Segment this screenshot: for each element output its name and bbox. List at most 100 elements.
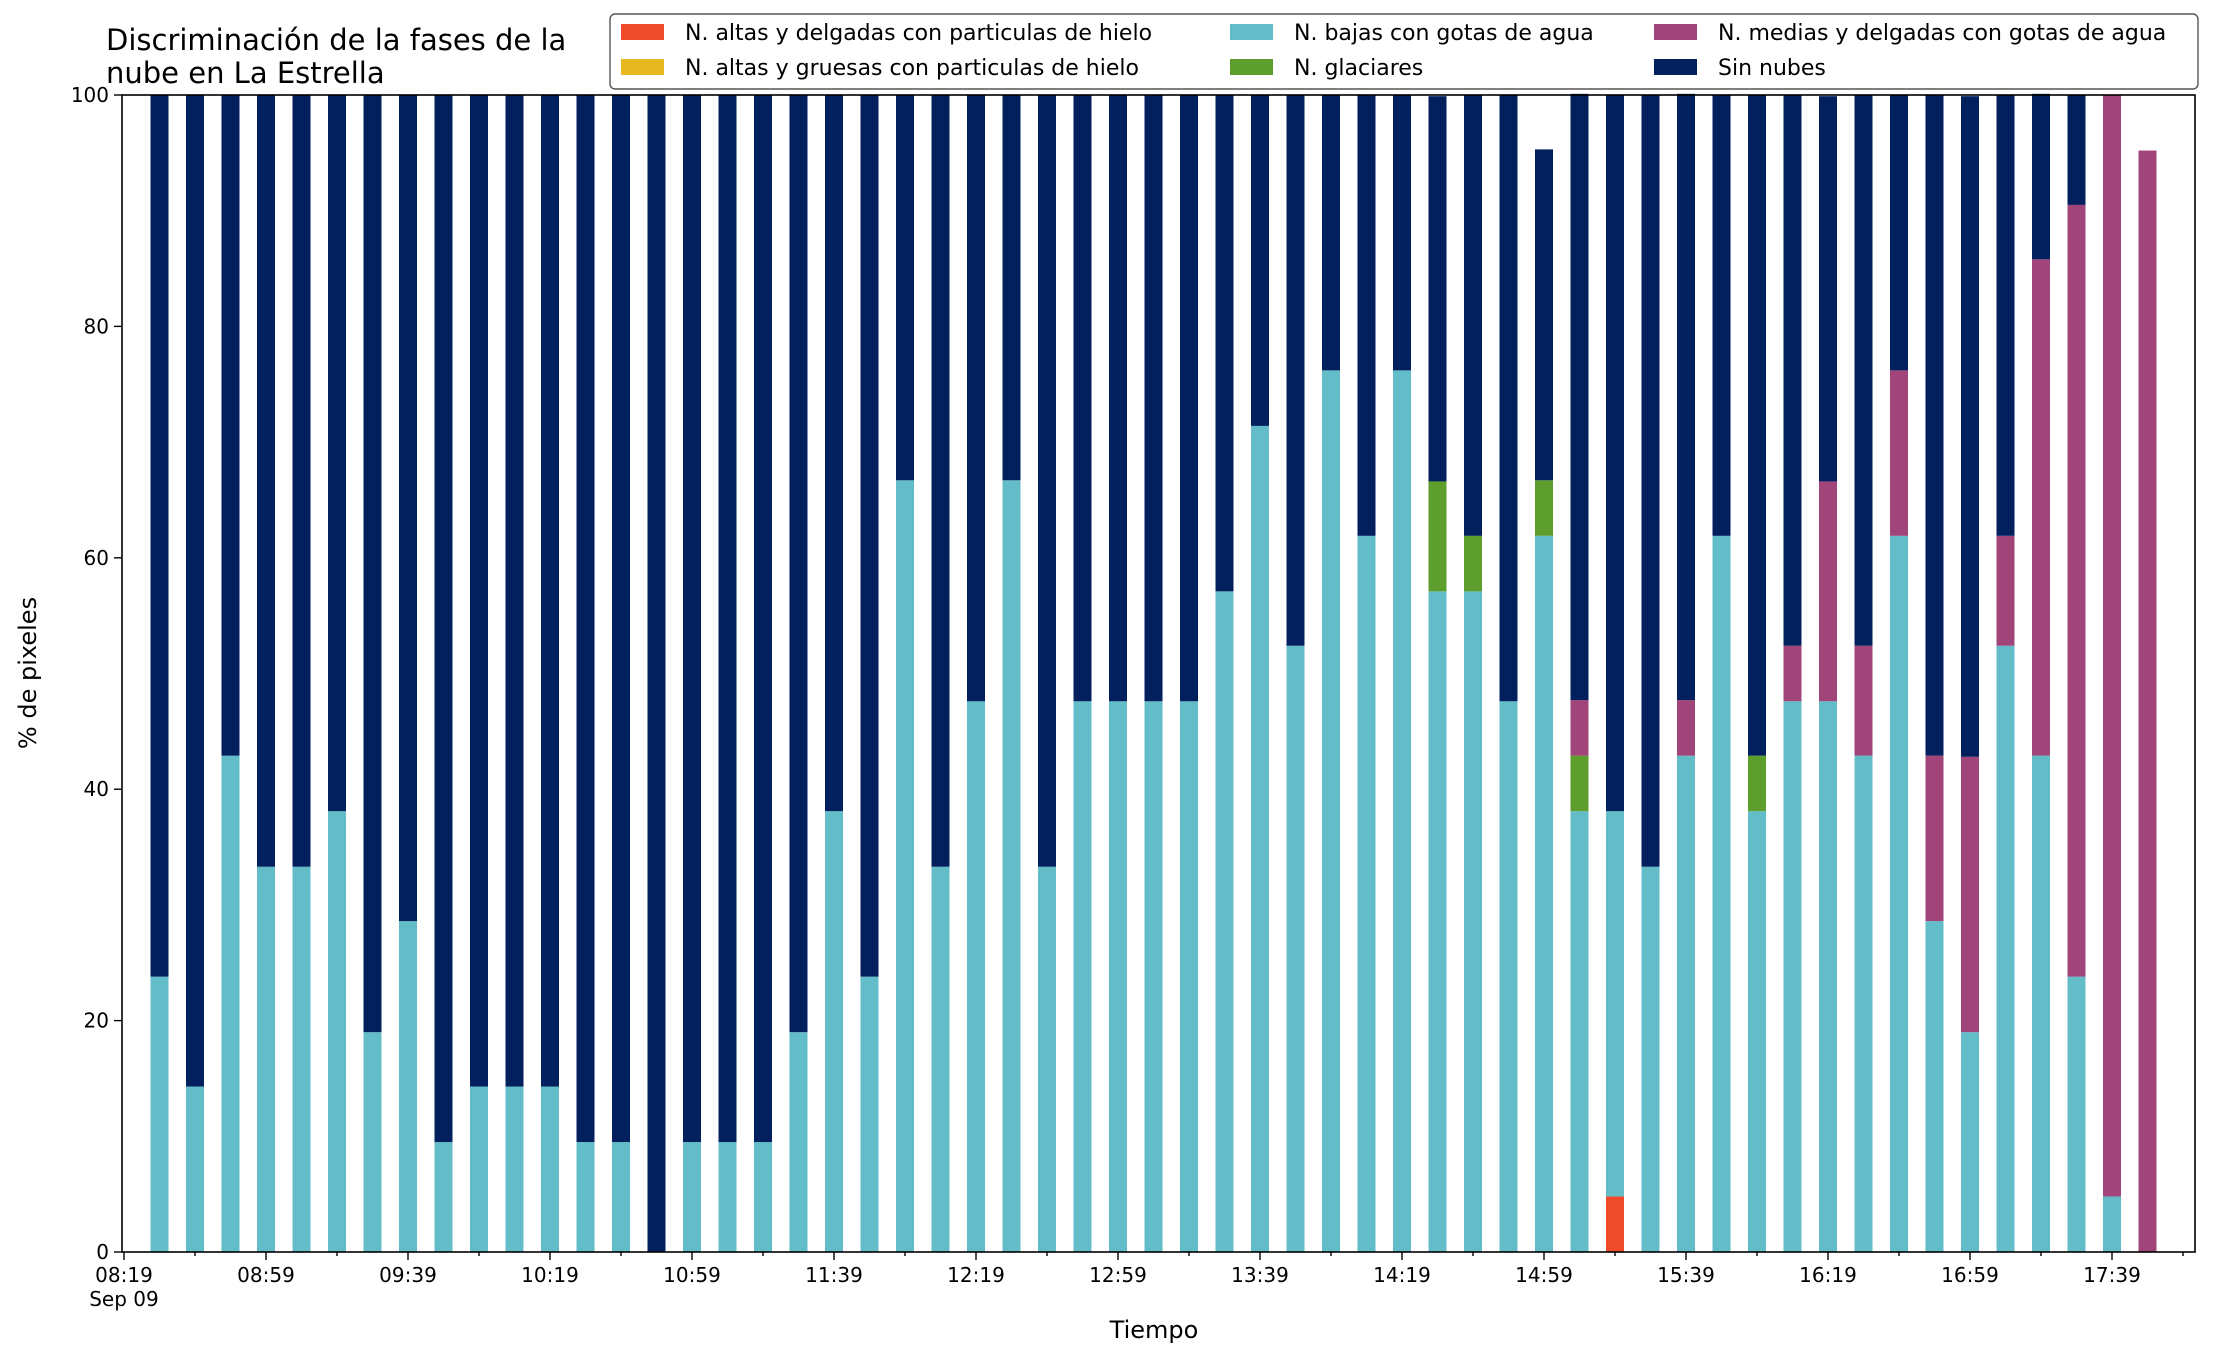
legend-swatch xyxy=(621,24,664,40)
bar-segment-s5-15 xyxy=(683,95,701,1143)
y-tick-label: 100 xyxy=(71,83,109,107)
x-tick-sublabel: Sep 09 xyxy=(89,1287,159,1311)
x-tick-label: 16:59 xyxy=(1941,1263,1999,1287)
bar-segment-s3-40 xyxy=(1570,755,1589,812)
legend-label: N. medias y delgadas con gotas de agua xyxy=(1718,21,2166,46)
legend-swatch xyxy=(1654,59,1697,75)
bar-segment-s5-38 xyxy=(1499,95,1518,702)
bar-segment-s2-25 xyxy=(1038,866,1056,1252)
x-tick-label: 09:39 xyxy=(379,1263,437,1287)
bar-segment-s2-37 xyxy=(1464,591,1482,1252)
bar-segment-s2-5 xyxy=(328,811,346,1252)
bar-segment-s2-9 xyxy=(470,1086,488,1252)
bar-segment-s3-39 xyxy=(1535,480,1553,536)
bar-segment-s5-47 xyxy=(1819,96,1837,482)
bar-segment-s5-10 xyxy=(505,95,524,1087)
bar-segment-s2-43 xyxy=(1677,755,1695,1252)
bar-segment-s4-53 xyxy=(2032,259,2050,756)
bar-segment-s2-45 xyxy=(1748,811,1766,1252)
bar-segment-s2-35 xyxy=(1393,370,1411,1252)
legend-label: N. altas y gruesas con particulas de hie… xyxy=(685,56,1139,81)
bar-segment-s2-16 xyxy=(718,1142,737,1252)
bar-segment-s4-56 xyxy=(2138,150,2157,1252)
bar-segment-s2-11 xyxy=(541,1086,559,1252)
bar-segment-s5-37 xyxy=(1464,95,1482,536)
bar-segment-s5-32 xyxy=(1286,95,1305,646)
bar-segment-s2-17 xyxy=(754,1142,772,1252)
x-tick-label: 16:19 xyxy=(1799,1263,1857,1287)
bar-segment-s5-8 xyxy=(434,95,453,1143)
bar-segment-s2-29 xyxy=(1180,701,1198,1252)
bar-segment-s4-46 xyxy=(1783,645,1802,702)
bar-segment-s2-28 xyxy=(1144,701,1163,1252)
bar-segment-s4-51 xyxy=(1961,756,1979,1033)
bar-segment-s5-46 xyxy=(1783,95,1802,646)
bar-segment-s5-26 xyxy=(1073,95,1092,702)
bar-segment-s5-27 xyxy=(1109,95,1127,702)
bar-segment-s5-9 xyxy=(470,95,488,1087)
legend-swatch xyxy=(621,59,664,75)
bar-segment-s5-13 xyxy=(612,95,630,1143)
bar-segment-s5-54 xyxy=(2067,95,2086,205)
bar-segment-s2-15 xyxy=(683,1142,701,1252)
legend-swatch xyxy=(1230,24,1273,40)
bar-segment-s5-20 xyxy=(860,95,879,977)
bar-segment-s2-6 xyxy=(363,1032,382,1252)
bar-segment-s2-26 xyxy=(1073,701,1092,1252)
bar-segment-s2-21 xyxy=(896,480,914,1252)
bar-segment-s3-36 xyxy=(1428,481,1447,592)
bar-segment-s5-29 xyxy=(1180,95,1198,702)
bar-segment-s5-6 xyxy=(363,95,382,1033)
bar-segment-s2-53 xyxy=(2032,755,2050,1252)
bar-segment-s5-24 xyxy=(1002,95,1021,481)
legend-label: N. bajas con gotas de agua xyxy=(1294,21,1594,46)
bar-segment-s4-55 xyxy=(2103,95,2121,1197)
bar-segment-s4-50 xyxy=(1925,755,1944,922)
bar-segment-s5-16 xyxy=(718,95,737,1143)
bar-segment-s5-45 xyxy=(1748,95,1766,756)
bar-segment-s5-36 xyxy=(1428,96,1447,482)
bar-segment-s2-10 xyxy=(505,1086,524,1252)
y-axis: 0 20 40 60 80 100 xyxy=(71,83,122,1264)
bar-segment-s2-20 xyxy=(860,976,879,1252)
bar-segment-s2-24 xyxy=(1002,480,1021,1252)
chart-title-line-2: nube en La Estrella xyxy=(106,56,385,90)
bar-segment-s2-44 xyxy=(1712,535,1731,1252)
x-tick-label: 14:19 xyxy=(1373,1263,1431,1287)
y-tick-label: 20 xyxy=(84,1009,109,1033)
x-axis: Sep 09 08:19 08:59 09:39 10:19 10:59 11:39 12:… xyxy=(89,1252,2184,1311)
bar-segment-s2-27 xyxy=(1109,701,1127,1252)
legend-swatch xyxy=(1230,59,1273,75)
y-tick-label: 60 xyxy=(84,546,109,570)
bar-segment-s2-7 xyxy=(399,921,417,1252)
bar-segment-s5-22 xyxy=(931,95,950,867)
bar-segment-s2-4 xyxy=(292,866,311,1252)
x-tick-label: 14:59 xyxy=(1515,1263,1573,1287)
bar-segment-s5-23 xyxy=(967,95,985,702)
bar-segment-s5-25 xyxy=(1038,95,1056,867)
bar-segment-s0-41 xyxy=(1606,1196,1624,1252)
bar-segment-s5-40 xyxy=(1570,93,1589,701)
bar-segment-s5-41 xyxy=(1606,95,1624,812)
bar-segment-s5-0 xyxy=(150,95,169,977)
bar-segment-s5-11 xyxy=(541,95,559,1087)
bar-segment-s4-49 xyxy=(1890,370,1908,536)
bar-segment-s5-12 xyxy=(576,95,595,1143)
bar-segment-s2-50 xyxy=(1925,921,1944,1252)
bar-segment-s2-33 xyxy=(1322,370,1340,1252)
bar-segment-s5-3 xyxy=(257,95,275,867)
bar-segment-s4-40 xyxy=(1570,700,1589,756)
x-tick-label: 08:19 xyxy=(95,1263,153,1287)
bar-segment-s5-42 xyxy=(1641,95,1660,867)
bar-segment-s4-52 xyxy=(1996,535,2015,646)
bar-segment-s5-34 xyxy=(1357,95,1376,536)
bar-segment-s2-22 xyxy=(931,866,950,1252)
x-tick-label: 15:39 xyxy=(1657,1263,1715,1287)
bar-segment-s5-7 xyxy=(399,95,417,922)
y-axis-label: % de pixeles xyxy=(14,597,42,749)
bar-segment-s5-14 xyxy=(647,95,666,1252)
bar-segment-s2-31 xyxy=(1251,425,1269,1252)
bar-segment-s2-54 xyxy=(2067,976,2086,1252)
